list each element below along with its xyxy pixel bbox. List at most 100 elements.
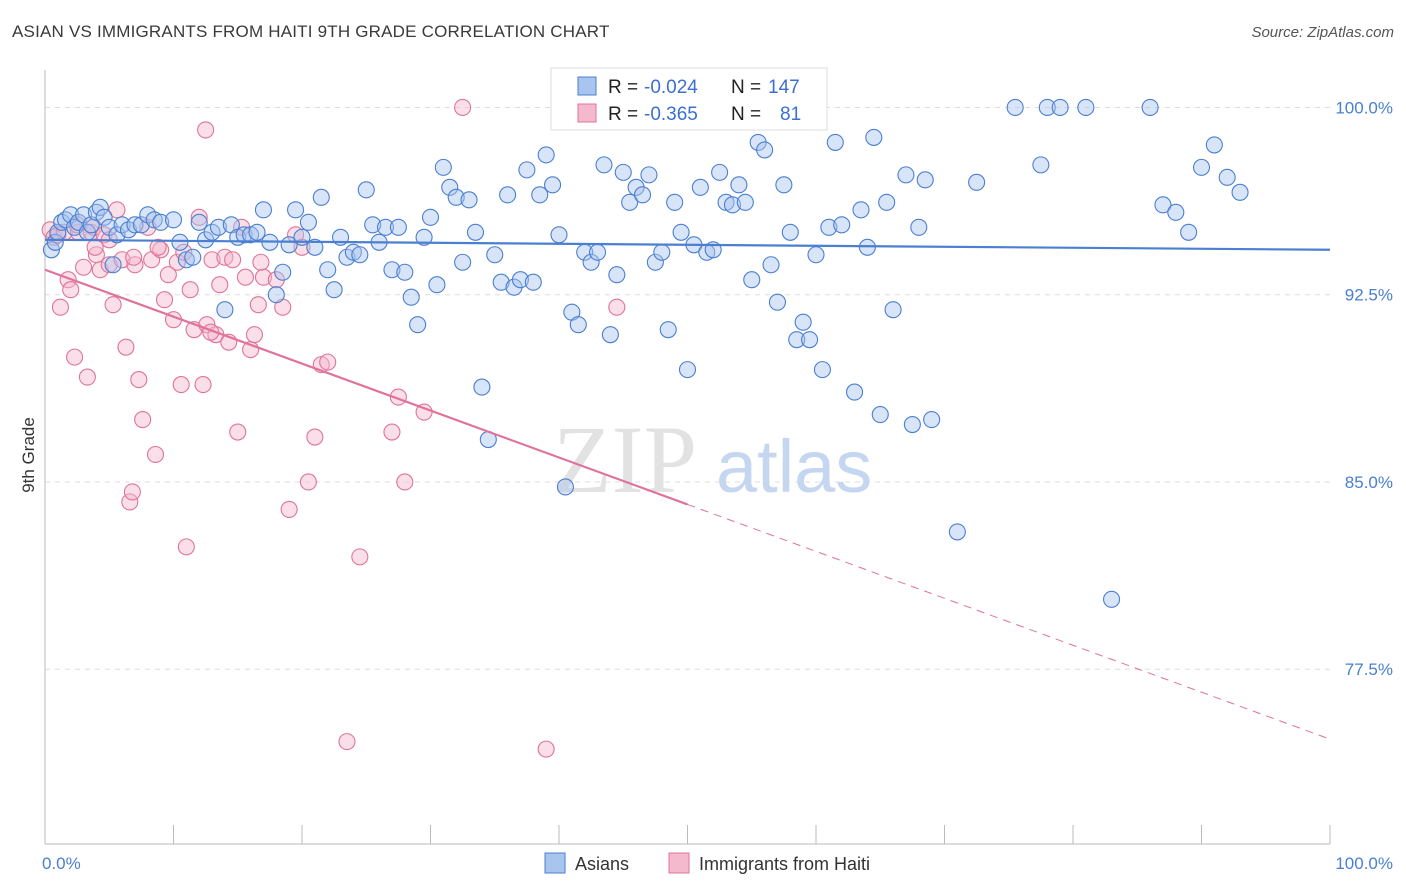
- asian-point-156: [1231, 183, 1249, 201]
- asian-point-102: [666, 193, 684, 211]
- haiti-point-6: [62, 281, 80, 299]
- asian-point-89: [582, 253, 600, 271]
- haiti-point-41: [203, 251, 221, 269]
- haiti-point-58: [293, 238, 311, 256]
- x-tick-label-0: 0.0%: [42, 854, 81, 873]
- haiti-point-43: [211, 276, 229, 294]
- asian-point-24: [164, 211, 183, 229]
- haiti-point-17: [104, 296, 122, 314]
- asian-point-31: [209, 218, 228, 236]
- haiti-point-52: [249, 296, 267, 314]
- asian-point-20: [132, 216, 150, 234]
- asian-point-112: [730, 176, 748, 194]
- asian-point-154: [1205, 136, 1223, 154]
- asian-point-45: [299, 213, 317, 231]
- haiti-point-72: [197, 121, 215, 139]
- asian-point-139: [916, 171, 934, 189]
- asian-point-144: [1032, 156, 1050, 174]
- x-tick-labels: 0.0% 100.0%: [42, 854, 1393, 873]
- haiti-point-65: [383, 423, 401, 441]
- asian-point-62: [409, 316, 427, 334]
- asian-point-41: [274, 263, 292, 281]
- asian-point-64: [421, 208, 440, 226]
- chart-title: ASIAN VS IMMIGRANTS FROM HAITI 9TH GRADE…: [12, 22, 610, 41]
- asian-point-87: [569, 316, 587, 334]
- haiti-point-78: [86, 238, 104, 256]
- asian-point-140: [923, 410, 941, 429]
- haiti-trend-line-projection: [687, 503, 1331, 740]
- asian-point-60: [396, 263, 414, 281]
- y-tick-label-0: 100.0%: [1335, 98, 1393, 117]
- asian-point-142: [968, 173, 986, 191]
- asian-point-109: [711, 163, 729, 181]
- asian-point-143: [1006, 98, 1024, 117]
- asian-point-149: [1141, 98, 1159, 117]
- asian-point-85: [556, 478, 574, 496]
- source-label: Source: ZipAtlas.com: [1251, 24, 1394, 41]
- asian-point-155: [1218, 168, 1236, 186]
- series-legend: Asians Immigrants from Haiti: [544, 852, 870, 874]
- haiti-points: [41, 98, 626, 758]
- asian-point-118: [768, 293, 787, 311]
- asian-point-101: [659, 321, 677, 339]
- asian-point-55: [364, 216, 382, 234]
- haiti-point-73: [252, 253, 270, 271]
- haiti-point-60: [306, 428, 324, 446]
- haiti-point-18: [108, 201, 126, 219]
- asian-point-127: [826, 133, 844, 151]
- asian-point-27: [184, 248, 202, 266]
- asian-point-47: [312, 188, 330, 206]
- asian-point-74: [486, 246, 504, 264]
- haiti-point-24: [130, 371, 148, 389]
- haiti-point-69: [454, 98, 472, 117]
- asian-point-148: [1103, 590, 1121, 608]
- asian-point-133: [871, 406, 889, 424]
- haiti-point-64: [351, 548, 369, 566]
- asian-point-35: [235, 226, 253, 244]
- haiti-point-22: [123, 483, 141, 501]
- haiti-point-51: [245, 326, 264, 344]
- asian-point-94: [614, 163, 632, 181]
- y-tick-labels: 100.0% 92.5% 85.0% 77.5%: [1335, 98, 1393, 679]
- legend-n-asian: 147: [768, 77, 800, 98]
- haiti-point-21: [121, 493, 139, 511]
- asian-point-130: [852, 201, 870, 219]
- asian-point-90: [588, 243, 607, 261]
- asian-point-46: [306, 238, 324, 256]
- asian-point-120: [781, 223, 799, 241]
- asian-point-113: [736, 193, 754, 211]
- asian-point-54: [357, 181, 375, 199]
- asian-points: [42, 98, 1249, 608]
- asian-point-151: [1167, 203, 1185, 221]
- haiti-point-47: [229, 423, 247, 441]
- haiti-point-70: [537, 740, 555, 758]
- haiti-trend-line: [44, 268, 688, 506]
- asian-point-70: [460, 191, 478, 209]
- asian-point-150: [1154, 196, 1172, 214]
- haiti-point-10: [78, 368, 96, 386]
- asian-point-65: [428, 276, 446, 294]
- asian-point-129: [845, 383, 864, 401]
- asian-point-79: [518, 161, 536, 179]
- asian-point-116: [756, 141, 774, 159]
- watermark-zip: ZIP: [553, 406, 697, 513]
- asian-point-99: [646, 253, 664, 271]
- asian-point-10: [82, 216, 100, 234]
- haiti-point-35: [177, 538, 195, 556]
- asian-point-106: [691, 178, 709, 196]
- asian-point-124: [807, 246, 825, 264]
- asian-point-66: [434, 158, 452, 176]
- legend-r-asian: -0.024: [644, 77, 698, 98]
- asian-point-121: [788, 331, 806, 349]
- haiti-point-38: [190, 208, 208, 226]
- asian-point-141: [948, 523, 966, 541]
- bottom-legend-swatch-asian: [544, 852, 566, 874]
- asian-point-128: [833, 216, 851, 234]
- haiti-point-63: [338, 733, 356, 751]
- legend-r-haiti: -0.365: [644, 104, 698, 125]
- asian-point-83: [544, 176, 562, 194]
- x-tick-label-1: 100.0%: [1335, 854, 1393, 873]
- legend-swatch-asian: [577, 76, 597, 96]
- asian-point-28: [190, 213, 208, 231]
